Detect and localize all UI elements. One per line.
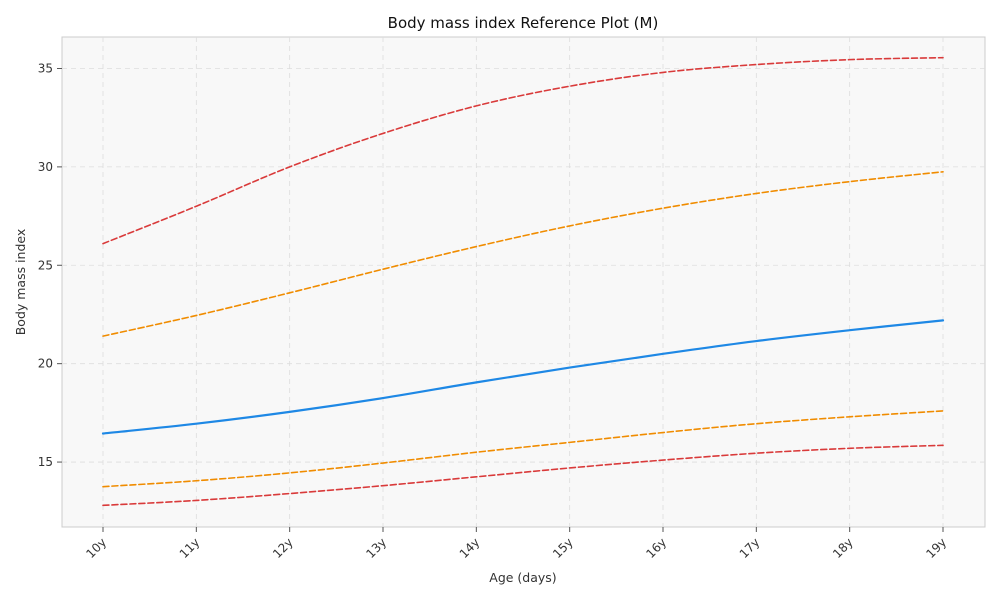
plot-area [61,36,986,528]
y-tick-label: 25 [38,258,53,272]
x-tick-label: 10y [83,535,109,561]
series-line-5 [102,444,944,507]
x-tick-label: 11y [177,535,203,561]
x-tick-label: 17y [737,535,763,561]
series-line-3 [101,319,945,435]
x-axis-label: Age (days) [489,570,556,585]
series-line-1 [102,56,944,245]
y-axis-ticks: 15 20 25 30 35 [38,61,62,469]
x-tick-label: 13y [363,535,389,561]
x-tick-label: 12y [270,535,296,561]
y-tick-label: 35 [38,61,53,75]
series-line-4 [102,410,944,488]
y-tick-label: 30 [38,160,53,174]
y-tick-label: 15 [38,455,53,469]
y-tick-label: 20 [38,357,53,371]
series-lines [101,56,945,507]
x-axis-ticks: 10y 11y 12y 13y 14y 15y 16y 17y 18y 19y [83,527,949,561]
x-tick-label: 16y [643,535,669,561]
x-tick-label: 19y [923,535,949,561]
series-line-2 [102,171,944,337]
y-axis-label: Body mass index [13,229,28,336]
x-tick-label: 14y [457,535,483,561]
x-tick-label: 18y [830,535,856,561]
chart-title: Body mass index Reference Plot (M) [388,14,659,32]
grid-lines [62,37,985,527]
x-tick-label: 15y [550,535,576,561]
